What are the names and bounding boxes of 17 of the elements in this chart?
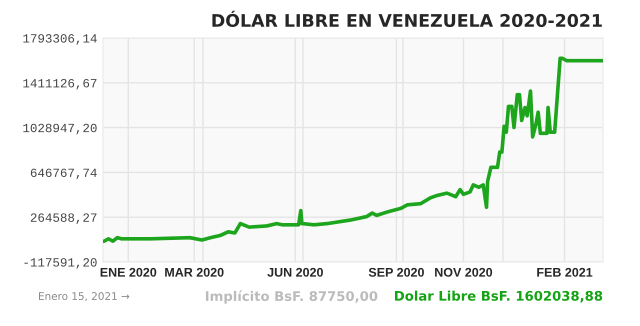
x-tick-label: JUN 2020	[267, 268, 323, 277]
y-tick-label: 1793306,14	[23, 34, 97, 45]
y-tick-label: -117591,20	[24, 258, 97, 269]
x-tick-label: NOV 2020	[435, 268, 492, 277]
x-tick-label: SEP 2020	[368, 268, 424, 277]
x-tick-label: MAR 2020	[165, 268, 224, 277]
y-tick-label: 1411126,67	[23, 78, 96, 90]
y-tick-label: 1028947,20	[23, 124, 97, 134]
text: Implícito BsF. 87750,00	[206, 290, 378, 304]
text: Enero 15, 2021 →	[39, 292, 130, 302]
x-tick-label: FEB 2021	[537, 268, 592, 277]
line-series	[103, 56, 603, 243]
x-tick-label: ENE 2020	[100, 268, 156, 277]
text: Dolar Libre BsF. 1602038,88	[395, 290, 602, 303]
chart-title: DÓLAR LIBRE EN VENEZUELA 2020-2021	[212, 10, 602, 28]
y-tick-label: 646767,74	[30, 168, 97, 180]
y-tick-label: 264588,27	[30, 213, 96, 224]
